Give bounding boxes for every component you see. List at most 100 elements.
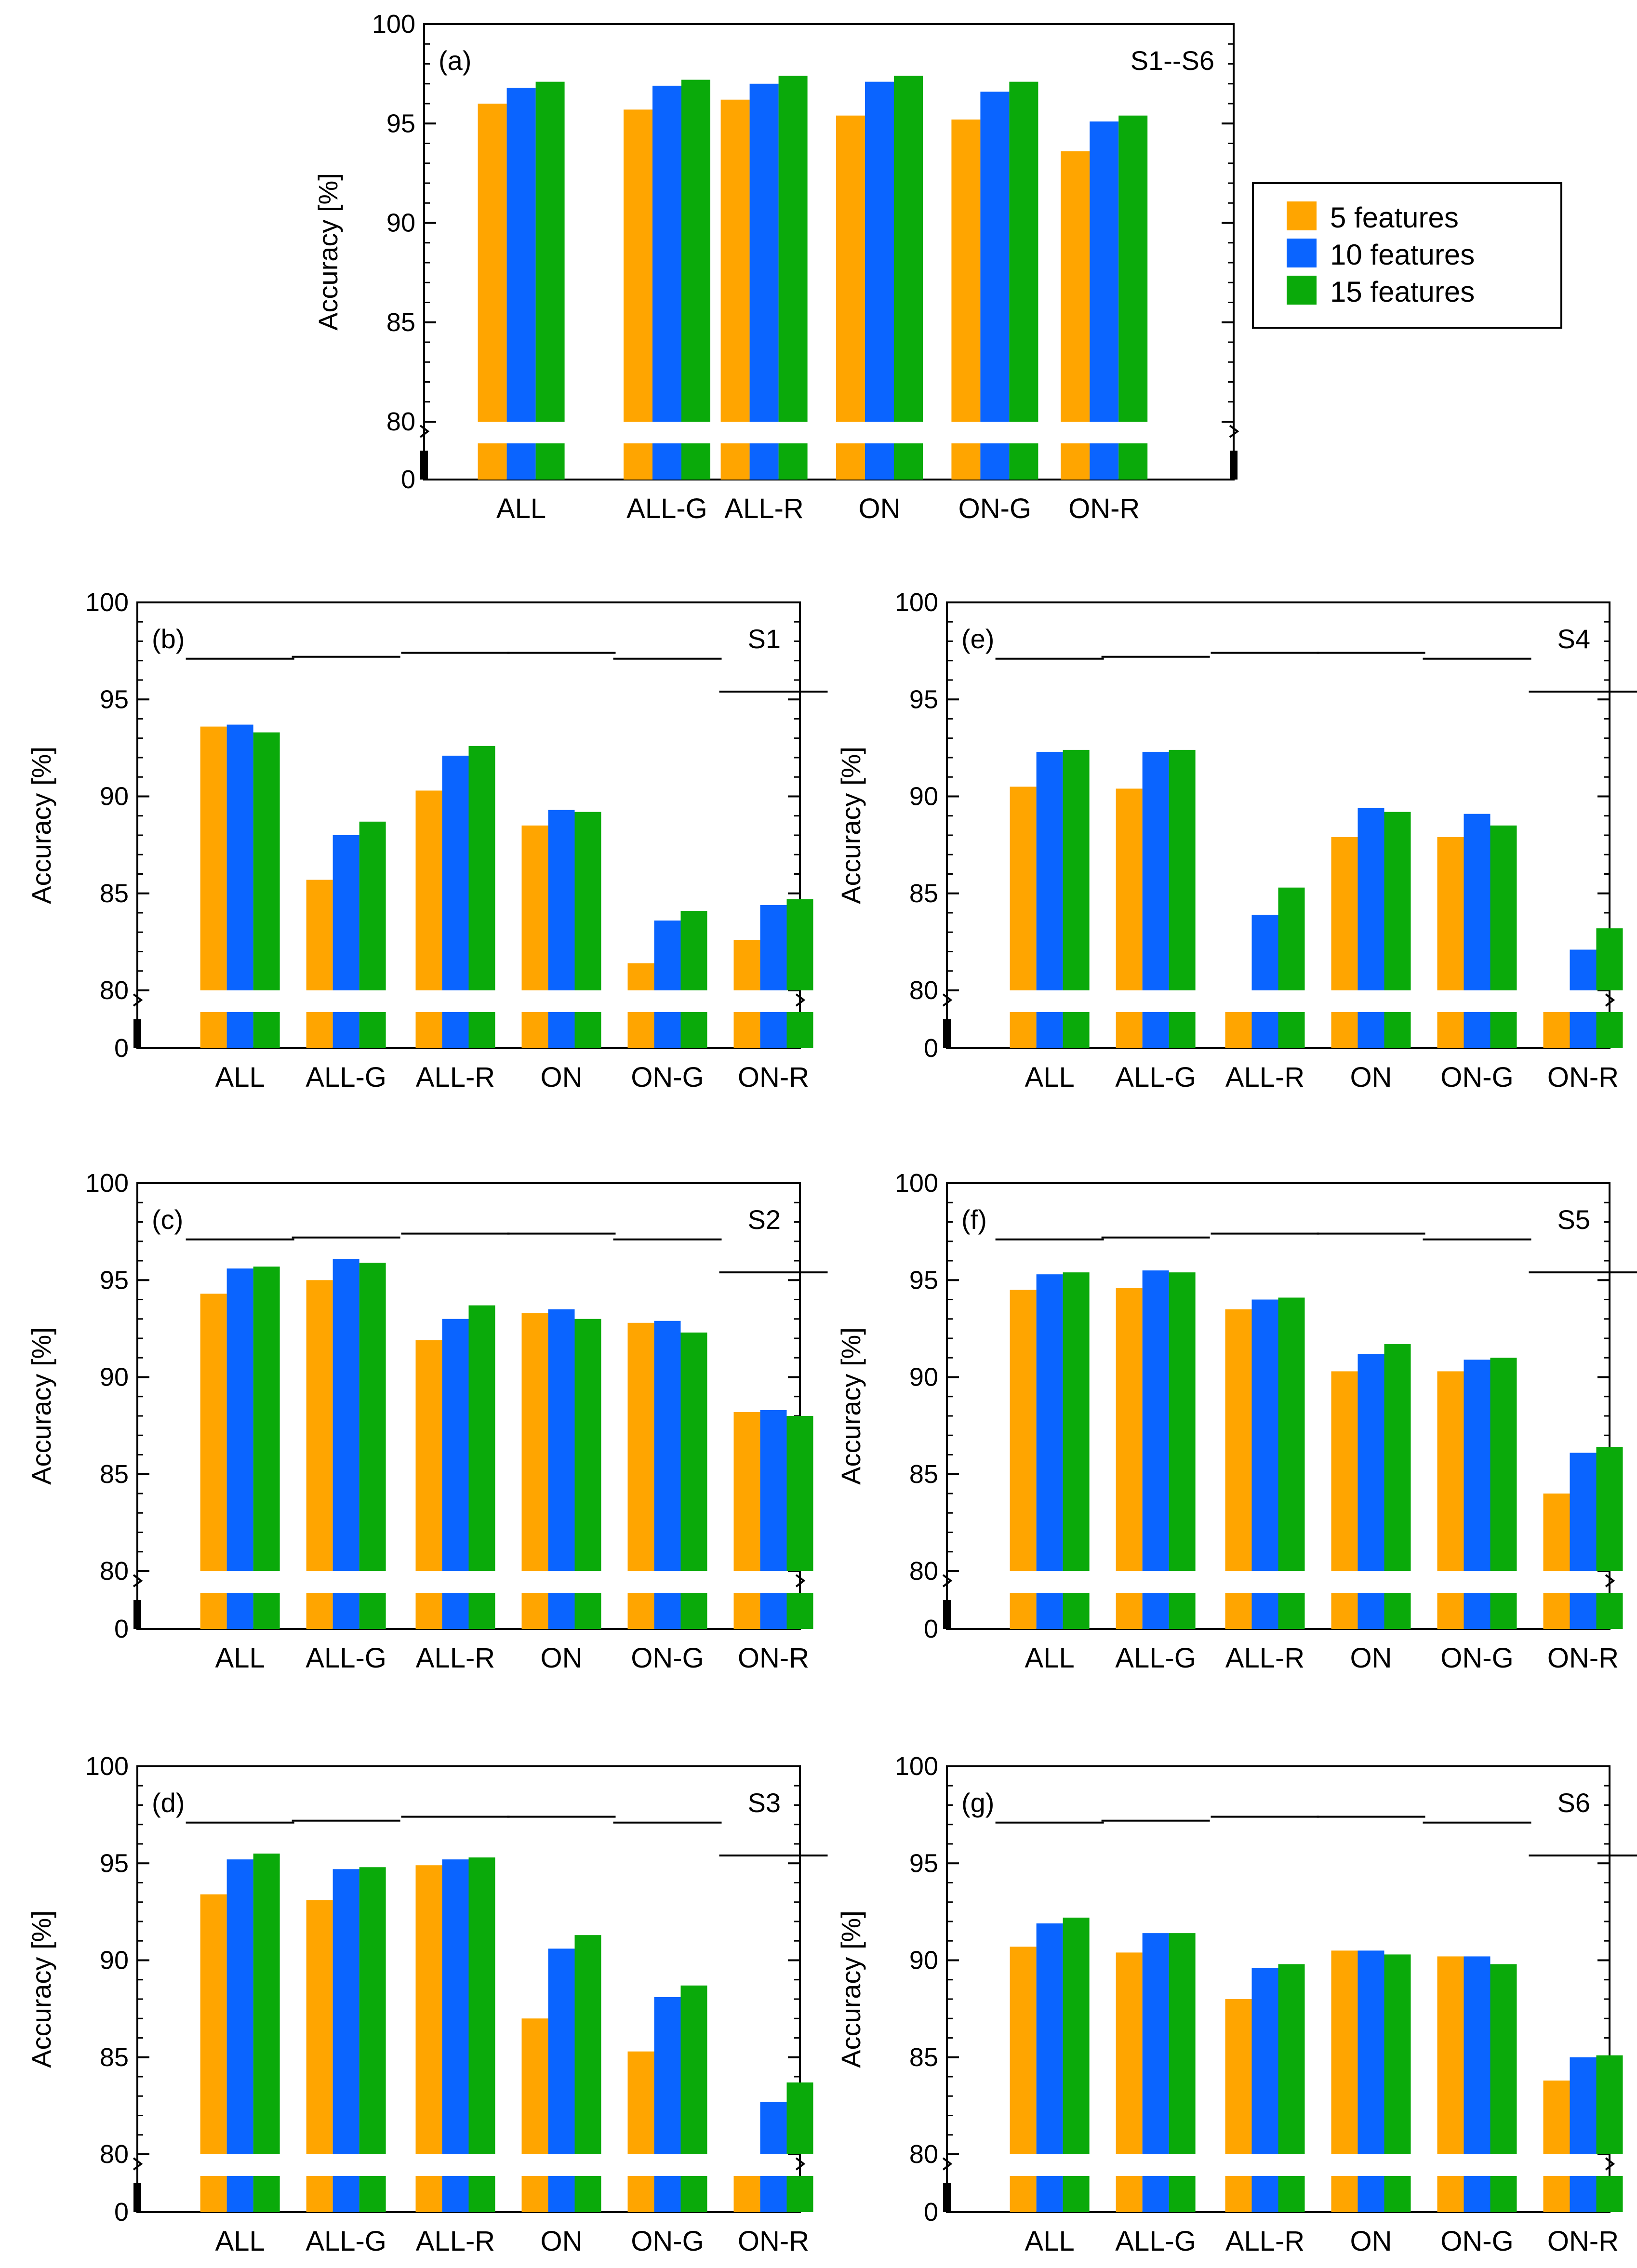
y-tick-label: 100: [85, 1752, 129, 1781]
bar-5-features: [627, 1322, 654, 1571]
bar-stub-15-features: [253, 1593, 280, 1629]
y-axis-label: Accuracy [%]: [26, 1910, 56, 2068]
bar-15-features: [574, 1935, 601, 2154]
bar-stub-15-features: [1490, 2176, 1517, 2212]
bar-15-features: [778, 76, 808, 422]
bar-10-features: [442, 1859, 469, 2154]
bar-10-features: [760, 1410, 787, 1571]
bar-5-features: [306, 1280, 333, 1571]
panel-a: 0 80 85 90 95 100 Accuracy [%] (a) S1--S6 ALL ALL-…: [313, 10, 1239, 524]
bar-stub-10-features: [1464, 1012, 1491, 1048]
bar-stub-15-features: [468, 1593, 495, 1629]
bar-stub-10-features: [1036, 2176, 1063, 2212]
bar-15-features: [1490, 825, 1517, 990]
bar-15-features: [1384, 812, 1411, 990]
bar-stub-10-features: [1036, 1012, 1063, 1048]
bar-5-features: [624, 109, 652, 422]
panel-f: 0 80 85 90 95 100 Accuracy [%] (f) S5 ALL ALL-G ALL…: [836, 1169, 1637, 1674]
bar-stub-15-features: [1169, 1012, 1196, 1048]
bar-stub-10-features: [654, 1593, 681, 1629]
bar-stub-10-features: [760, 1593, 787, 1629]
panel-subject-label: S2: [748, 1204, 781, 1235]
bar-15-features: [1169, 749, 1196, 990]
bar-10-features: [654, 921, 681, 990]
bar-stub-5-features: [1437, 2176, 1464, 2212]
bar-10-features: [865, 81, 894, 422]
bar-stub-15-features: [1596, 2176, 1623, 2212]
bar-10-features: [442, 1319, 469, 1571]
legend-label-10: 10 features: [1330, 239, 1475, 271]
bar-stub-10-features: [652, 443, 681, 480]
bar-5-features: [200, 726, 227, 990]
x-tick-label: ON-G: [631, 1642, 704, 1674]
x-tick-label: ON-G: [1440, 1642, 1513, 1674]
bar-stub-5-features: [478, 443, 507, 480]
bar-stub-10-features: [548, 1012, 575, 1048]
x-tick-label: ALL: [215, 2226, 265, 2257]
y-tick-label: 80: [909, 2140, 938, 2169]
bar-stub-5-features: [720, 443, 750, 480]
bar-stub-15-features: [1490, 1012, 1517, 1048]
bar-stub-5-features: [733, 2176, 760, 2212]
bar-stub-10-features: [442, 1012, 469, 1048]
bar-5-features: [415, 1340, 442, 1571]
bar-stub-5-features: [200, 2176, 227, 2212]
bar-15-features: [574, 812, 601, 990]
axis-break-stub: [943, 1600, 951, 1629]
bar-10-features: [1142, 751, 1169, 990]
panel-b: 0 80 85 90 95 100 Accuracy [%] (b) S1 ALL ALL-G ALL…: [26, 588, 828, 1093]
bar-15-features: [894, 76, 923, 422]
bar-15-features: [786, 2082, 813, 2154]
bar-10-features: [652, 85, 681, 422]
bar-stub-10-features: [333, 1012, 359, 1048]
axis-break-stub: [420, 451, 428, 480]
bar-15-features: [253, 732, 280, 990]
bar-stub-15-features: [1384, 2176, 1411, 2212]
bar-stub-10-features: [333, 1593, 359, 1629]
bar-5-features: [200, 1894, 227, 2154]
bar-15-features: [1596, 1447, 1623, 1571]
y-tick-label: 80: [909, 1557, 938, 1586]
x-tick-label: ON-G: [631, 2226, 704, 2257]
bar-stub-10-features: [1570, 1012, 1597, 1048]
bar-5-features: [306, 1900, 333, 2154]
panel-subject-label: S1--S6: [1131, 45, 1214, 76]
bar-stub-15-features: [359, 2176, 386, 2212]
bar-15-features: [1384, 1954, 1411, 2154]
bar-stub-5-features: [1010, 1012, 1037, 1048]
bar-stub-5-features: [1116, 1012, 1143, 1048]
axes-frame: [423, 23, 1235, 480]
bar-10-features: [980, 92, 1010, 422]
bar-stub-15-features: [1063, 1012, 1090, 1048]
bar-stub-15-features: [1596, 1012, 1623, 1048]
bar-5-features: [1225, 1309, 1252, 1571]
axis-break-mark: [1605, 2157, 1615, 2171]
bar-stub-5-features: [1225, 1012, 1252, 1048]
bar-10-features: [442, 755, 469, 990]
bar-10-features: [548, 810, 575, 990]
panel-tag: (c): [152, 1204, 183, 1235]
panel-subject-label: S5: [1557, 1204, 1591, 1235]
bar-15-features: [680, 910, 707, 990]
axis-break-stub: [943, 1019, 951, 1048]
bar-stub-5-features: [415, 2176, 442, 2212]
bar-5-features: [1116, 1288, 1143, 1571]
bar-stub-10-features: [654, 2176, 681, 2212]
bar-stub-15-features: [1596, 1593, 1623, 1629]
panel-tag: (b): [152, 624, 185, 654]
bar-stub-5-features: [1331, 1012, 1358, 1048]
bar-stub-10-features: [1251, 2176, 1278, 2212]
bar-stub-15-features: [1278, 1012, 1305, 1048]
x-tick-label: ALL-G: [306, 1062, 386, 1093]
bar-5-features: [627, 963, 654, 990]
bar-stub-5-features: [306, 1012, 333, 1048]
bar-15-features: [253, 1854, 280, 2154]
bar-10-features: [1036, 751, 1063, 990]
axis-break-mark: [795, 2157, 806, 2171]
x-tick-label: ON-R: [738, 1642, 809, 1674]
y-tick-label: 80: [386, 407, 415, 436]
y-tick-label: 0: [924, 2198, 938, 2227]
bar-stub-15-features: [574, 1012, 601, 1048]
y-tick-label: 95: [100, 1266, 129, 1294]
y-tick-label: 95: [909, 1266, 938, 1294]
